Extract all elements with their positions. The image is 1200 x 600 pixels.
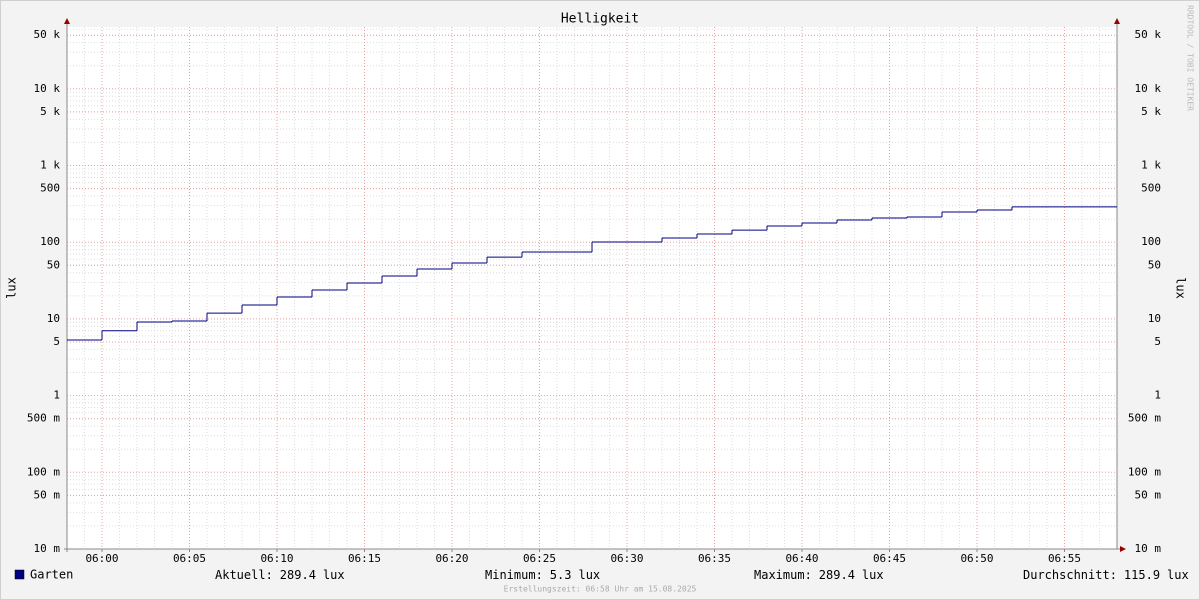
y-tick-label: 10 k (1135, 82, 1162, 95)
y-tick-label: 50 k (34, 28, 61, 41)
y-tick-label: 50 k (1135, 28, 1162, 41)
y-tick-label: 50 m (34, 488, 61, 501)
x-tick-label: 06:20 (435, 552, 468, 565)
stat: Maximum: 289.4 lux (754, 568, 884, 582)
y-axis-label: lux (1174, 277, 1188, 299)
y-tick-label: 1 (1154, 389, 1161, 402)
y-tick-label: 10 m (34, 542, 61, 555)
y-axis-label: lux (5, 277, 19, 299)
x-tick-label: 06:50 (960, 552, 993, 565)
x-tick-label: 06:15 (348, 552, 381, 565)
stat-value: 289.4 (280, 568, 316, 582)
y-tick-label: 10 m (1135, 542, 1162, 555)
stat-label: Minimum: (485, 568, 543, 582)
x-tick-label: 06:05 (173, 552, 206, 565)
chart-title: Helligkeit (561, 12, 639, 27)
footer: Erstellungszeit: 06:58 Uhr am 15.08.2025 (504, 585, 697, 594)
stat-label: Durchschnitt: (1023, 568, 1117, 582)
stat-unit: lux (862, 568, 884, 582)
legend-label: Garten (30, 568, 73, 582)
x-tick-label: 06:30 (610, 552, 643, 565)
y-tick-label: 10 (1148, 312, 1161, 325)
y-tick-label: 500 (1141, 182, 1161, 195)
y-tick-label: 100 (1141, 235, 1161, 248)
stat-label: Aktuell: (215, 568, 273, 582)
y-tick-label: 100 m (1128, 465, 1161, 478)
stat-label: Maximum: (754, 568, 812, 582)
stat-unit: lux (1167, 568, 1189, 582)
axis-arrow (1114, 18, 1120, 24)
x-tick-label: 06:35 (698, 552, 731, 565)
y-tick-label: 10 (47, 312, 60, 325)
x-tick-label: 06:10 (260, 552, 293, 565)
y-tick-label: 10 k (34, 82, 61, 95)
y-tick-label: 1 (53, 389, 60, 402)
stat-value: 5.3 (550, 568, 572, 582)
y-tick-label: 50 (1148, 258, 1161, 271)
axis-arrow (64, 18, 70, 24)
y-tick-label: 5 (53, 335, 60, 348)
y-tick-label: 50 m (1135, 488, 1162, 501)
y-tick-label: 100 (40, 235, 60, 248)
stat-unit: lux (323, 568, 345, 582)
watermark: RRDTOOL / TOBI OETIKER (1186, 5, 1195, 111)
y-tick-label: 100 m (27, 465, 60, 478)
y-tick-label: 500 m (1128, 412, 1161, 425)
x-tick-label: 06:00 (85, 552, 118, 565)
stat-unit: lux (578, 568, 600, 582)
y-tick-label: 1 k (40, 159, 60, 172)
x-tick-label: 06:40 (785, 552, 818, 565)
y-tick-label: 500 m (27, 412, 60, 425)
stat: Durchschnitt: 115.9 lux (1023, 568, 1189, 582)
axis-arrow (1120, 546, 1126, 552)
x-tick-label: 06:45 (873, 552, 906, 565)
stat: Minimum: 5.3 lux (485, 568, 600, 582)
stat-value: 289.4 (819, 568, 855, 582)
legend-swatch (14, 569, 25, 580)
y-tick-label: 5 k (40, 105, 60, 118)
stat: Aktuell: 289.4 lux (215, 568, 345, 582)
x-tick-label: 06:25 (523, 552, 556, 565)
y-tick-label: 5 (1154, 335, 1161, 348)
y-tick-label: 50 (47, 258, 60, 271)
y-tick-label: 5 k (1141, 105, 1161, 118)
y-tick-label: 500 (40, 182, 60, 195)
y-tick-label: 1 k (1141, 159, 1161, 172)
stat-value: 115.9 (1124, 568, 1160, 582)
x-tick-label: 06:55 (1048, 552, 1081, 565)
